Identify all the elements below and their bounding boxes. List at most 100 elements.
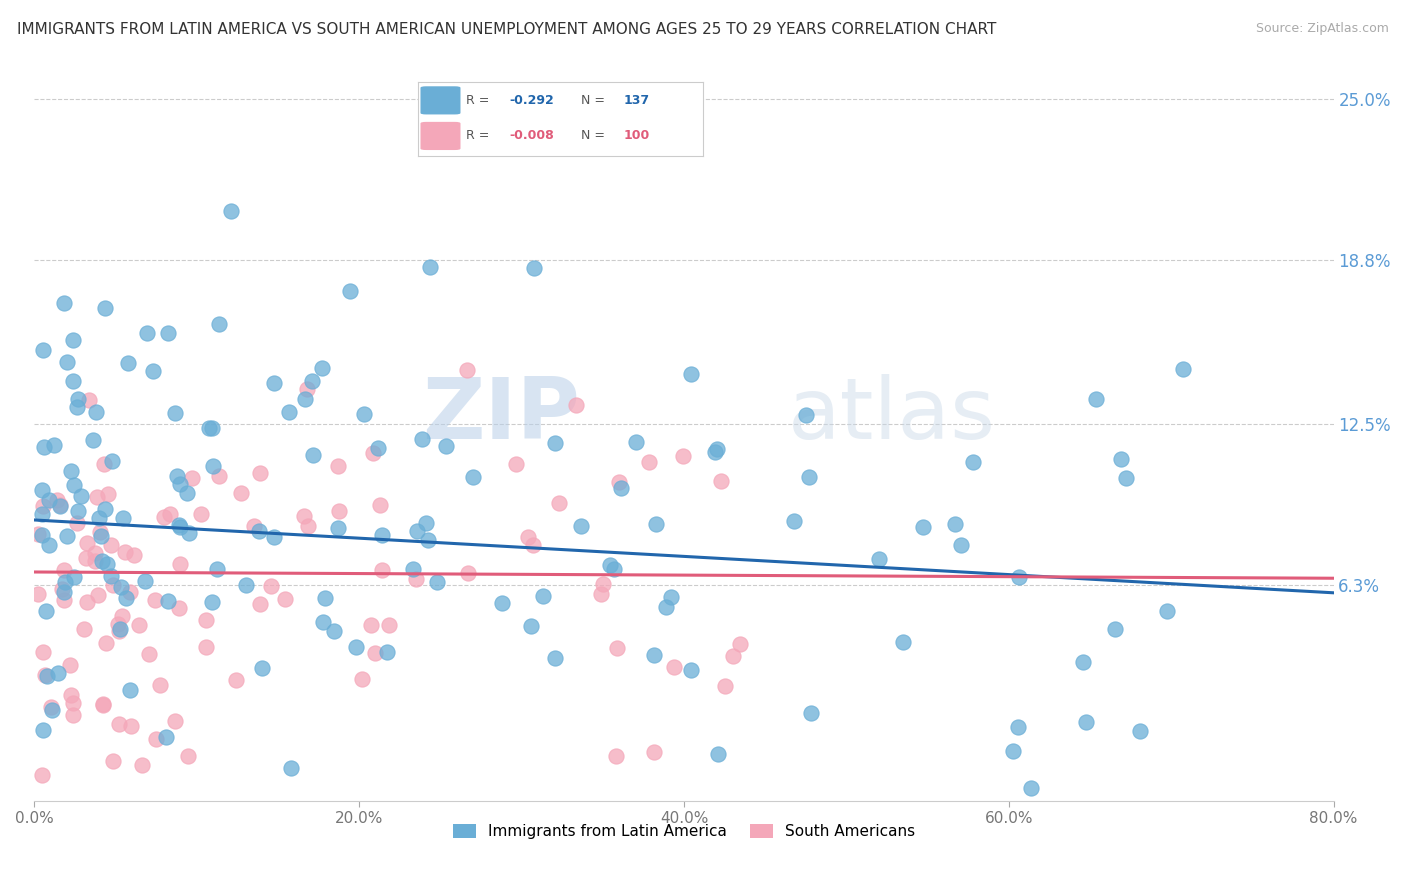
South Americans <box>128 618 150 632</box>
South Americans <box>152 510 174 524</box>
Immigrants from Latin America <box>110 623 132 637</box>
Immigrants from Latin America <box>1071 655 1094 669</box>
South Americans <box>589 587 612 601</box>
Immigrants from Latin America <box>706 442 728 457</box>
South Americans <box>565 398 588 412</box>
South Americans <box>94 635 117 649</box>
South Americans <box>59 658 82 673</box>
South Americans <box>243 519 266 533</box>
Immigrants from Latin America <box>949 538 972 552</box>
South Americans <box>292 508 315 523</box>
Immigrants from Latin America <box>491 596 513 610</box>
Immigrants from Latin America <box>62 374 84 388</box>
Immigrants from Latin America <box>463 469 485 483</box>
Immigrants from Latin America <box>323 624 346 639</box>
Immigrants from Latin America <box>402 562 425 576</box>
Immigrants from Latin America <box>707 747 730 761</box>
Immigrants from Latin America <box>339 284 361 298</box>
South Americans <box>34 668 56 682</box>
Immigrants from Latin America <box>891 635 914 649</box>
Immigrants from Latin America <box>142 364 165 378</box>
South Americans <box>368 498 391 512</box>
South Americans <box>53 593 76 607</box>
South Americans <box>643 745 665 759</box>
Immigrants from Latin America <box>198 421 221 435</box>
Immigrants from Latin America <box>48 500 70 514</box>
Immigrants from Latin America <box>101 454 124 468</box>
Immigrants from Latin America <box>943 517 966 532</box>
Immigrants from Latin America <box>94 301 117 315</box>
South Americans <box>39 700 62 714</box>
Immigrants from Latin America <box>157 594 180 608</box>
Immigrants from Latin America <box>70 489 93 503</box>
South Americans <box>728 637 751 651</box>
South Americans <box>149 678 172 692</box>
Immigrants from Latin America <box>38 537 60 551</box>
Immigrants from Latin America <box>177 526 200 541</box>
Immigrants from Latin America <box>326 520 349 534</box>
Immigrants from Latin America <box>868 552 890 566</box>
South Americans <box>169 557 191 571</box>
Immigrants from Latin America <box>419 260 441 275</box>
Immigrants from Latin America <box>155 730 177 744</box>
South Americans <box>111 609 134 624</box>
South Americans <box>181 471 204 485</box>
South Americans <box>225 673 247 687</box>
Immigrants from Latin America <box>110 581 132 595</box>
South Americans <box>371 563 394 577</box>
South Americans <box>605 748 627 763</box>
South Americans <box>195 613 218 627</box>
Immigrants from Latin America <box>1007 570 1029 584</box>
Immigrants from Latin America <box>52 585 75 599</box>
Text: atlas: atlas <box>787 374 995 457</box>
South Americans <box>84 546 107 560</box>
Immigrants from Latin America <box>263 531 285 545</box>
Immigrants from Latin America <box>201 421 224 435</box>
Immigrants from Latin America <box>543 650 565 665</box>
Immigrants from Latin America <box>416 533 439 548</box>
Immigrants from Latin America <box>169 518 191 533</box>
Immigrants from Latin America <box>643 648 665 662</box>
South Americans <box>62 707 84 722</box>
Immigrants from Latin America <box>37 669 59 683</box>
South Americans <box>97 487 120 501</box>
Immigrants from Latin America <box>250 660 273 674</box>
Immigrants from Latin America <box>96 557 118 571</box>
South Americans <box>143 592 166 607</box>
Text: IMMIGRANTS FROM LATIN AMERICA VS SOUTH AMERICAN UNEMPLOYMENT AMONG AGES 25 TO 29: IMMIGRANTS FROM LATIN AMERICA VS SOUTH A… <box>17 22 997 37</box>
South Americans <box>208 469 231 483</box>
Immigrants from Latin America <box>53 574 76 589</box>
Immigrants from Latin America <box>1019 780 1042 795</box>
Immigrants from Latin America <box>219 203 242 218</box>
South Americans <box>131 758 153 772</box>
South Americans <box>177 748 200 763</box>
Immigrants from Latin America <box>100 569 122 583</box>
Immigrants from Latin America <box>367 442 389 456</box>
Immigrants from Latin America <box>35 604 58 618</box>
South Americans <box>260 579 283 593</box>
Immigrants from Latin America <box>1104 622 1126 636</box>
South Americans <box>138 647 160 661</box>
Immigrants from Latin America <box>84 405 107 419</box>
Immigrants from Latin America <box>56 355 79 369</box>
Immigrants from Latin America <box>312 615 335 629</box>
South Americans <box>249 466 271 480</box>
Immigrants from Latin America <box>165 407 187 421</box>
Immigrants from Latin America <box>48 666 70 681</box>
Immigrants from Latin America <box>169 520 191 534</box>
Immigrants from Latin America <box>794 408 817 422</box>
Immigrants from Latin America <box>41 703 63 717</box>
South Americans <box>361 446 384 460</box>
South Americans <box>49 498 72 512</box>
South Americans <box>100 538 122 552</box>
Immigrants from Latin America <box>375 645 398 659</box>
Immigrants from Latin America <box>117 356 139 370</box>
South Americans <box>101 754 124 768</box>
Immigrants from Latin America <box>704 445 727 459</box>
Immigrants from Latin America <box>66 392 89 406</box>
South Americans <box>84 554 107 568</box>
Immigrants from Latin America <box>962 455 984 469</box>
Immigrants from Latin America <box>1111 451 1133 466</box>
South Americans <box>516 531 538 545</box>
South Americans <box>328 503 350 517</box>
